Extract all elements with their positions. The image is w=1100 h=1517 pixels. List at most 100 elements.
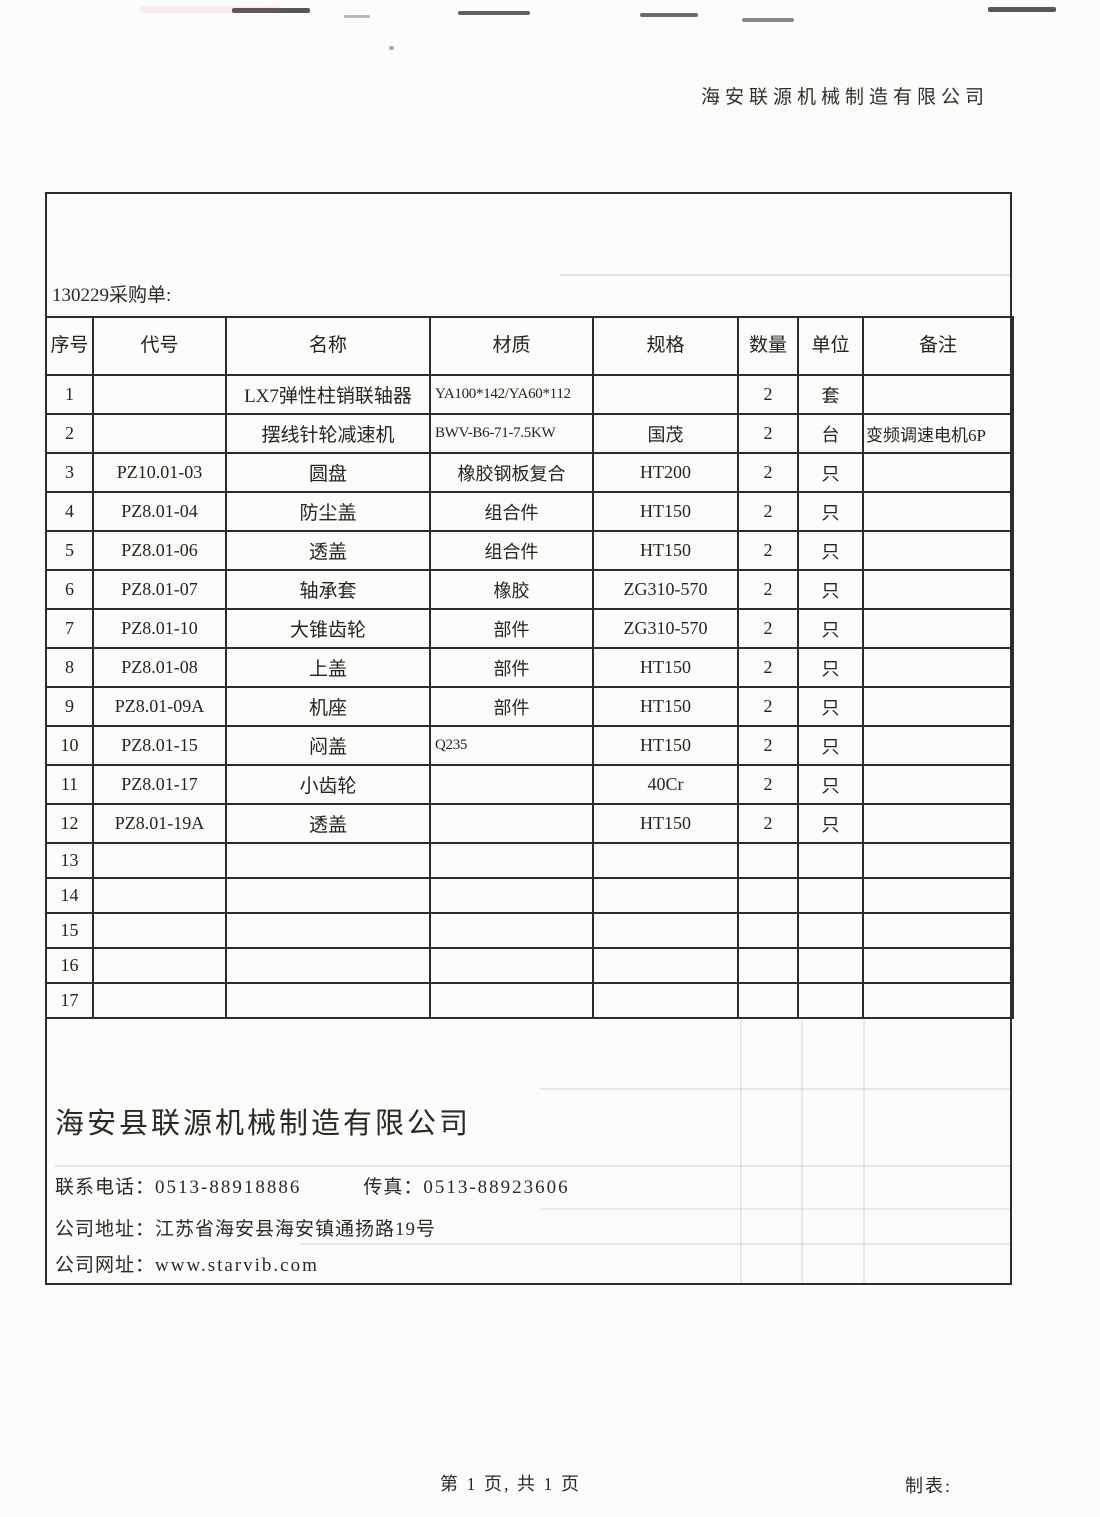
cell-qty: 2 [737,569,799,610]
table-row: 16 [45,947,1014,984]
column-header-material: 材质 [429,316,594,376]
cell-code [92,947,227,984]
cell-spec [592,982,739,1019]
cell-no: 8 [45,647,94,688]
cell-name [225,947,431,984]
cell-unit: 只 [797,452,864,493]
table-row: 11 PZ8.01-17 小齿轮 40Cr 2 只 [45,764,1014,805]
phone-label: 联系电话： [55,1177,156,1198]
cell-unit: 只 [797,569,864,610]
faint-gridline [540,1088,1010,1090]
cell-name: LX7弹性柱销联轴器 [225,374,431,415]
cell-unit [797,877,864,914]
cell-code: PZ8.01-07 [92,569,227,610]
table-header: 序号 代号 名称 材质 规格 数量 单位 备注 [45,316,1014,376]
cell-spec: HT150 [592,530,739,571]
cell-spec: HT150 [592,686,739,727]
cell-code: PZ10.01-03 [92,452,227,493]
column-header-note: 备注 [862,316,1014,376]
cell-no: 6 [45,569,94,610]
cell-no: 15 [45,912,94,949]
cell-name: 透盖 [225,530,431,571]
cell-material: 橡胶钢板复合 [429,452,594,493]
cell-material: 组合件 [429,491,594,532]
cell-no: 17 [45,982,94,1019]
cell-name: 透盖 [225,803,431,844]
cell-no: 14 [45,877,94,914]
cell-material: 部件 [429,686,594,727]
cell-code: PZ8.01-08 [92,647,227,688]
cell-unit [797,982,864,1019]
cell-name: 摆线针轮减速机 [225,413,431,454]
website-label: 公司网址： [55,1255,156,1276]
faint-gridline [560,274,1010,276]
table-body: 1 LX7弹性柱销联轴器 YA100*142/YA60*112 2 套 2 摆线针轮减速机 B… [45,374,1014,1019]
cell-no: 2 [45,413,94,454]
cell-code: PZ8.01-15 [92,725,227,766]
cell-code: PZ8.01-19A [92,803,227,844]
cell-qty [737,842,799,879]
cell-qty: 2 [737,608,799,649]
cell-code [92,413,227,454]
contact-line: 联系电话：0513-88918886 传真：0513-88923606 [55,1172,570,1199]
cell-material [429,803,594,844]
cell-spec: HT200 [592,452,739,493]
cell-name: 闷盖 [225,725,431,766]
cell-code: PZ8.01-10 [92,608,227,649]
header-row: 序号 代号 名称 材质 规格 数量 单位 备注 [45,316,1014,376]
cell-qty: 2 [737,413,799,454]
cell-unit: 只 [797,647,864,688]
cell-code: PZ8.01-09A [92,686,227,727]
cell-spec [592,842,739,879]
table-row: 5 PZ8.01-06 透盖 组合件 HT150 2 只 [45,530,1014,571]
cell-note: 变频调速电机6P [862,413,1014,454]
cell-material: 部件 [429,608,594,649]
faint-gridline [863,1020,865,1283]
cell-name: 防尘盖 [225,491,431,532]
company-name: 海安县联源机械制造有限公司 [55,1108,472,1140]
cell-no: 3 [45,452,94,493]
cell-material: 组合件 [429,530,594,571]
cell-no: 10 [45,725,94,766]
cell-material: 部件 [429,647,594,688]
cell-note [862,877,1014,914]
cell-unit: 台 [797,413,864,454]
scan-artifact [232,8,310,13]
cell-qty: 2 [737,452,799,493]
cell-spec: HT150 [592,491,739,532]
cell-material: 橡胶 [429,569,594,610]
cell-qty: 2 [737,803,799,844]
cell-note [862,686,1014,727]
column-header-no: 序号 [45,316,94,376]
cell-spec: 40Cr [592,764,739,805]
cell-note [862,947,1014,984]
cell-name: 机座 [225,686,431,727]
cell-material [429,912,594,949]
cell-material [429,947,594,984]
table-row: 9 PZ8.01-09A 机座 部件 HT150 2 只 [45,686,1014,727]
column-header-qty: 数量 [737,316,799,376]
cell-spec: HT150 [592,725,739,766]
cell-spec [592,912,739,949]
cell-qty: 2 [737,491,799,532]
cell-qty: 2 [737,686,799,727]
cell-material: Q235 [429,725,594,766]
cell-qty: 2 [737,764,799,805]
address-line: 公司地址：江苏省海安县海安镇通扬路19号 [55,1214,436,1241]
cell-note [862,982,1014,1019]
fax-number: 0513-88923606 [423,1177,570,1198]
cell-no: 13 [45,842,94,879]
cell-note [862,569,1014,610]
address-value: 江苏省海安县海安镇通扬路19号 [155,1219,437,1240]
website-line: 公司网址：www.starvib.com [55,1250,319,1277]
cell-material: BWV-B6-71-7.5KW [429,413,594,454]
scan-artifact [640,13,698,17]
cell-code: PZ8.01-06 [92,530,227,571]
cell-name: 轴承套 [225,569,431,610]
table-row: 10 PZ8.01-15 闷盖 Q235 HT150 2 只 [45,725,1014,766]
cell-material: YA100*142/YA60*112 [429,374,594,415]
scan-artifact [988,7,1056,12]
cell-qty [737,912,799,949]
column-header-code: 代号 [92,316,227,376]
